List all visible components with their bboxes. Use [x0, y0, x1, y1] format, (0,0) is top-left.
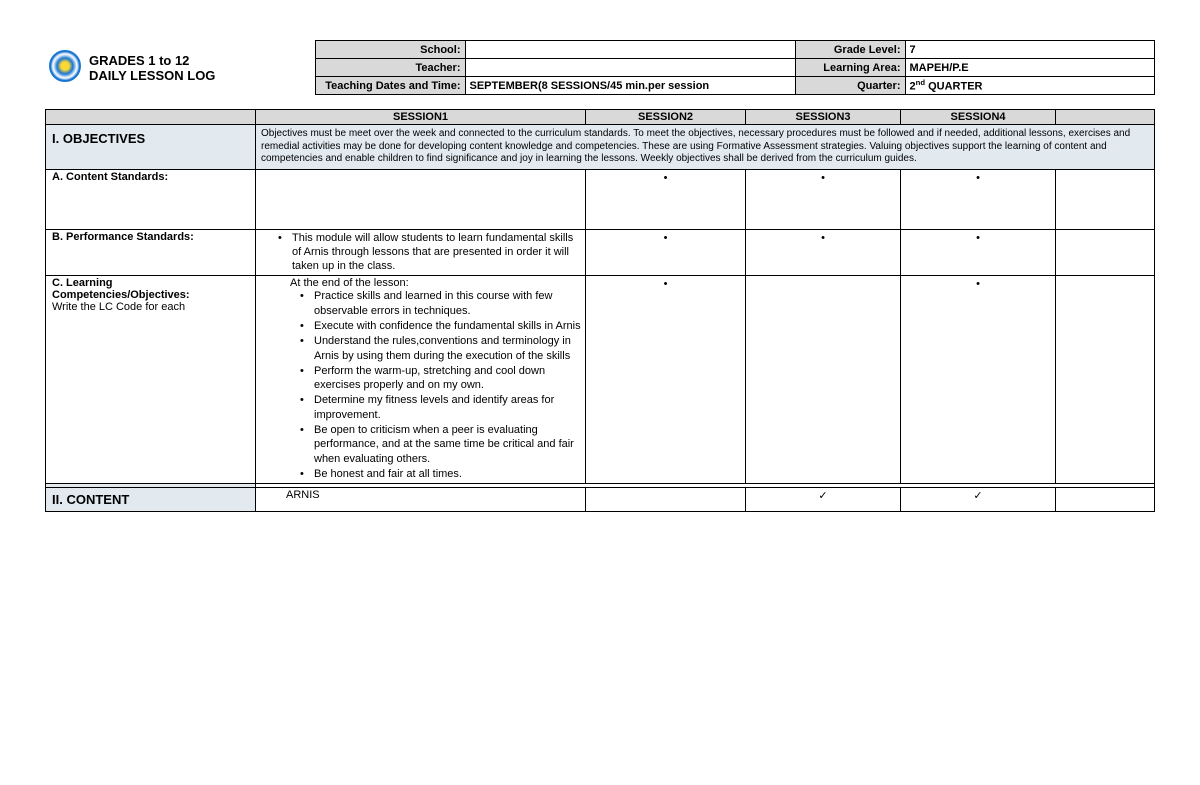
lc-items-list: Practice skills and learned in this cour… [260, 289, 581, 481]
title-cell: GRADES 1 to 12 DAILY LESSON LOG [85, 41, 315, 95]
lc-item: Be open to criticism when a peer is eval… [300, 423, 581, 466]
content-standards-s1 [256, 169, 586, 229]
logo-cell [45, 41, 85, 95]
learning-area-label: Learning Area: [795, 59, 905, 77]
content-s2 [586, 488, 746, 512]
objectives-description: Objectives must be meet over the week an… [256, 125, 1155, 170]
content-standards-s2: • [586, 169, 746, 229]
content-standards-row: A. Content Standards: • • • [46, 169, 1155, 229]
quarter-value: 2nd QUARTER [905, 77, 1155, 95]
content-heading: II. CONTENT [46, 488, 256, 512]
content-s3: ✓ [746, 488, 901, 512]
lc-item: Understand the rules,conventions and ter… [300, 334, 581, 363]
lc-label-2: Write the LC Code for each [52, 301, 185, 313]
content-standards-s3: • [746, 169, 901, 229]
session3-header: SESSION3 [746, 110, 901, 125]
quarter-suffix: QUARTER [925, 81, 982, 93]
header-table: GRADES 1 to 12 DAILY LESSON LOG School: … [45, 40, 1155, 95]
lc-item: Perform the warm-up, stretching and cool… [300, 364, 581, 393]
lc-item: Practice skills and learned in this cour… [300, 289, 581, 318]
content-s4: ✓ [901, 488, 1056, 512]
learning-competencies-s2: • [586, 276, 746, 484]
dates-label: Teaching Dates and Time: [315, 77, 465, 95]
lc-item: Determine my fitness levels and identify… [300, 393, 581, 422]
content-standards-extra [1056, 169, 1155, 229]
quarter-label: Quarter: [795, 77, 905, 95]
grade-level-value: 7 [905, 41, 1155, 59]
session2-header: SESSION2 [586, 110, 746, 125]
objectives-row: I. OBJECTIVES Objectives must be meet ov… [46, 125, 1155, 170]
learning-competencies-s1: At the end of the lesson: Practice skill… [256, 276, 586, 484]
learning-competencies-s3 [746, 276, 901, 484]
performance-standards-s1: This module will allow students to learn… [256, 229, 586, 276]
lc-intro: At the end of the lesson: [260, 277, 581, 289]
title-line1: GRADES 1 to 12 [89, 53, 189, 68]
objectives-heading: I. OBJECTIVES [46, 125, 256, 170]
title-line2: DAILY LESSON LOG [89, 68, 215, 83]
grade-level-label: Grade Level: [795, 41, 905, 59]
school-value [465, 41, 795, 59]
content-standards-s4: • [901, 169, 1056, 229]
session-extra [1056, 110, 1155, 125]
session-header-row: SESSION1 SESSION2 SESSION3 SESSION4 [46, 110, 1155, 125]
teacher-value [465, 59, 795, 77]
learning-competencies-label: C. Learning Competencies/Objectives: Wri… [46, 276, 256, 484]
learning-competencies-s4: • [901, 276, 1056, 484]
session-blank [46, 110, 256, 125]
session4-header: SESSION4 [901, 110, 1056, 125]
performance-text: This module will allow students to learn… [278, 231, 581, 274]
quarter-sup: nd [916, 78, 925, 87]
teacher-label: Teacher: [315, 59, 465, 77]
lc-item: Execute with confidence the fundamental … [300, 319, 581, 333]
content-standards-label: A. Content Standards: [46, 169, 256, 229]
content-extra [1056, 488, 1155, 512]
main-table: SESSION1 SESSION2 SESSION3 SESSION4 I. O… [45, 109, 1155, 512]
performance-standards-s3: • [746, 229, 901, 276]
performance-standards-extra [1056, 229, 1155, 276]
performance-standards-label: B. Performance Standards: [46, 229, 256, 276]
learning-competencies-row: C. Learning Competencies/Objectives: Wri… [46, 276, 1155, 484]
performance-standards-row: B. Performance Standards: This module wi… [46, 229, 1155, 276]
lc-label-1: C. Learning Competencies/Objectives: [52, 277, 190, 301]
dates-value: SEPTEMBER(8 SESSIONS/45 min.per session [465, 77, 795, 95]
school-label: School: [315, 41, 465, 59]
session1-header: SESSION1 [256, 110, 586, 125]
performance-standards-s4: • [901, 229, 1056, 276]
learning-area-value: MAPEH/P.E [905, 59, 1155, 77]
performance-standards-s2: • [586, 229, 746, 276]
content-row: II. CONTENT ARNIS ✓ ✓ [46, 488, 1155, 512]
content-s1: ARNIS [256, 488, 586, 512]
deped-logo [49, 50, 81, 82]
lc-item: Be honest and fair at all times. [300, 467, 581, 481]
learning-competencies-extra [1056, 276, 1155, 484]
